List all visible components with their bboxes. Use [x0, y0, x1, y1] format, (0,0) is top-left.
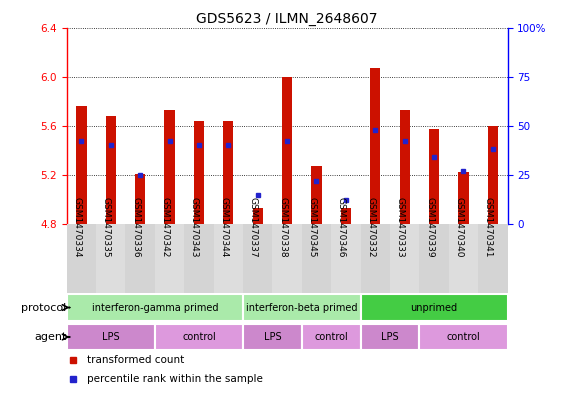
Text: interferon-beta primed: interferon-beta primed	[246, 303, 357, 312]
Bar	[106, 116, 116, 224]
Text: LPS: LPS	[102, 332, 119, 342]
Bar	[429, 129, 439, 224]
Text: control: control	[314, 332, 348, 342]
Bar	[282, 77, 292, 224]
Bar	[67, 324, 155, 350]
Text: GSM1470337: GSM1470337	[249, 197, 258, 258]
Bar	[400, 110, 410, 224]
Text: GSM1470345: GSM1470345	[307, 197, 317, 258]
Bar	[419, 324, 508, 350]
Bar	[488, 126, 498, 224]
Bar	[361, 224, 390, 293]
Bar	[478, 224, 508, 293]
Bar	[67, 294, 243, 321]
Bar	[361, 324, 419, 350]
Bar	[155, 324, 243, 350]
Bar	[135, 174, 146, 224]
Text: GSM1470341: GSM1470341	[484, 197, 493, 258]
Text: protocol: protocol	[21, 303, 67, 312]
Text: LPS: LPS	[263, 332, 281, 342]
Text: control: control	[182, 332, 216, 342]
Text: GSM1470336: GSM1470336	[131, 197, 140, 258]
Bar	[331, 224, 361, 293]
Bar	[390, 224, 419, 293]
Bar	[302, 324, 361, 350]
Text: GSM1470346: GSM1470346	[337, 197, 346, 258]
Bar	[458, 173, 469, 224]
Bar	[361, 294, 508, 321]
Text: GSM1470338: GSM1470338	[278, 197, 287, 258]
Title: GDS5623 / ILMN_2648607: GDS5623 / ILMN_2648607	[197, 13, 378, 26]
Text: GSM1470333: GSM1470333	[396, 197, 405, 258]
Bar	[419, 224, 449, 293]
Bar	[194, 121, 204, 224]
Bar	[449, 224, 478, 293]
Bar	[243, 294, 361, 321]
Bar	[223, 121, 234, 224]
Text: percentile rank within the sample: percentile rank within the sample	[86, 375, 262, 384]
Text: GSM1470344: GSM1470344	[219, 197, 229, 258]
Bar	[311, 166, 322, 224]
Bar	[273, 224, 302, 293]
Bar	[96, 224, 125, 293]
Bar	[184, 224, 213, 293]
Text: LPS: LPS	[381, 332, 399, 342]
Text: GSM1470334: GSM1470334	[72, 197, 81, 258]
Bar	[155, 224, 184, 293]
Text: GSM1470335: GSM1470335	[102, 197, 111, 258]
Bar	[67, 224, 96, 293]
Text: GSM1470340: GSM1470340	[454, 197, 463, 258]
Bar	[302, 224, 331, 293]
Text: agent: agent	[34, 332, 67, 342]
Bar	[340, 208, 351, 224]
Text: GSM1470342: GSM1470342	[161, 197, 169, 258]
Bar	[76, 106, 86, 224]
Text: GSM1470332: GSM1470332	[366, 197, 375, 258]
Text: transformed count: transformed count	[86, 355, 184, 365]
Text: unprimed: unprimed	[411, 303, 458, 312]
Text: control: control	[447, 332, 480, 342]
Bar	[164, 110, 175, 224]
Bar	[370, 68, 380, 224]
Bar	[252, 208, 263, 224]
Text: GSM1470343: GSM1470343	[190, 197, 199, 258]
Bar	[125, 224, 155, 293]
Bar	[243, 324, 302, 350]
Bar	[213, 224, 243, 293]
Text: GSM1470339: GSM1470339	[425, 197, 434, 258]
Text: interferon-gamma primed: interferon-gamma primed	[92, 303, 218, 312]
Bar	[243, 224, 273, 293]
